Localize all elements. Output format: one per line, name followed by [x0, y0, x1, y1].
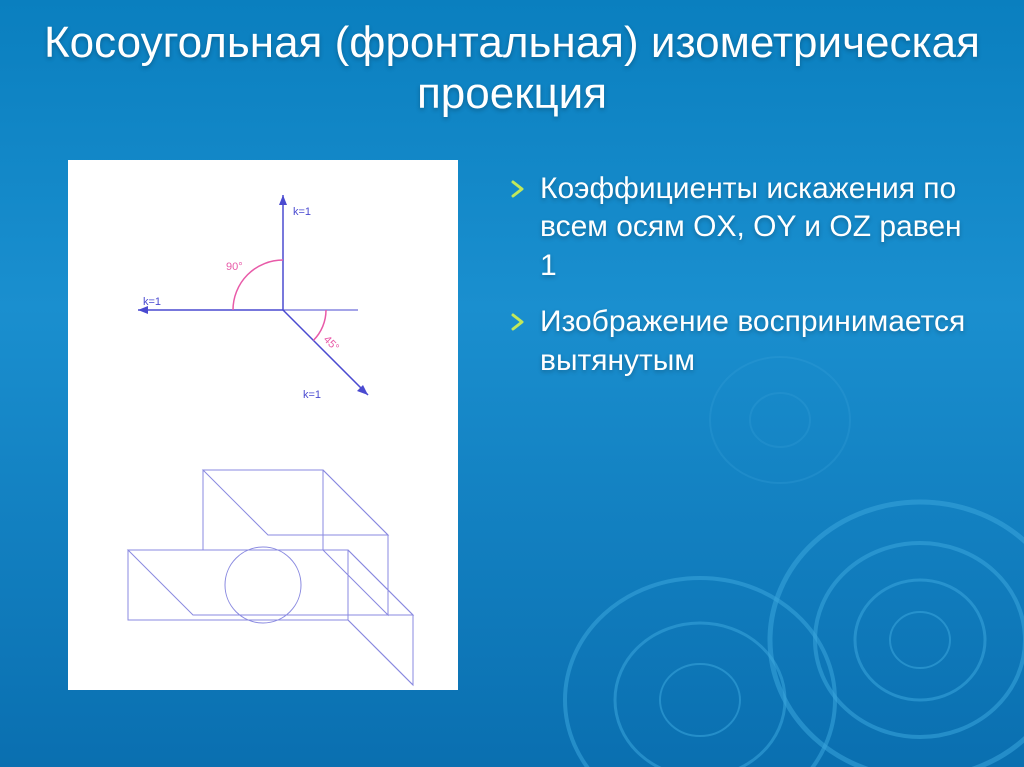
axis-label-k-left: k=1 [143, 296, 161, 308]
slide-title: Косоугольная (фронтальная) изометрическа… [0, 18, 1024, 119]
axis-label-k-top: k=1 [293, 206, 311, 218]
bullet-item: Изображение воспринимается вытянутым [510, 303, 980, 380]
bullet-text: Изображение воспринимается вытянутым [540, 303, 980, 380]
slide: Косоугольная (фронтальная) изометрическа… [0, 0, 1024, 767]
angle-label-90: 90° [226, 261, 243, 273]
solid-diagram [128, 470, 413, 685]
chevron-right-icon [510, 180, 528, 198]
chevron-right-icon [510, 313, 528, 331]
figure-panel: k=1 k=1 k=1 90° 45° [68, 160, 458, 690]
bullet-list: Коэффициенты искажения по всем осям OX, … [510, 170, 980, 398]
figure-svg: k=1 k=1 k=1 90° 45° [68, 160, 458, 690]
axis-label-k-diag: k=1 [303, 389, 321, 401]
bullet-text: Коэффициенты искажения по всем осям OX, … [540, 170, 980, 285]
bullet-item: Коэффициенты искажения по всем осям OX, … [510, 170, 980, 285]
axes-diagram: k=1 k=1 k=1 90° 45° [138, 195, 368, 401]
